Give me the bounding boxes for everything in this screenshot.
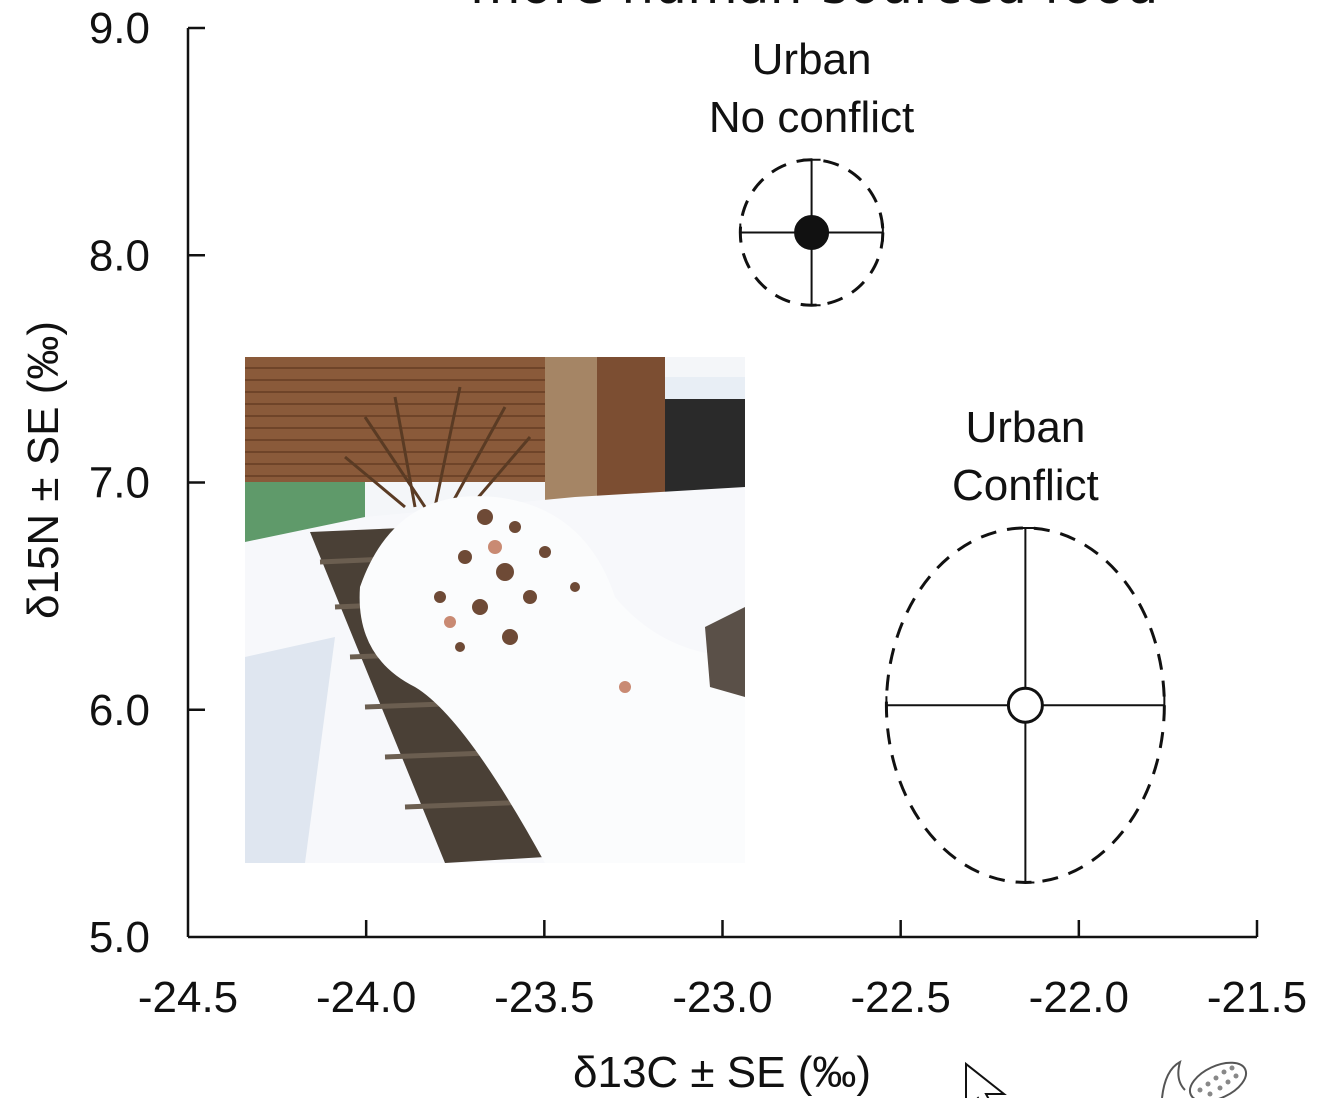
point-label: Urban bbox=[965, 403, 1085, 452]
x-tick-label: -21.5 bbox=[1207, 973, 1307, 1022]
x-axis-label: δ13C ± SE (‰) bbox=[573, 1048, 871, 1097]
x-tick-label: -24.0 bbox=[316, 973, 416, 1022]
x-ticks: -24.5 -24.0 -23.5 -23.0 -22.5 -22.0 -21.5 bbox=[138, 920, 1307, 1022]
filled-point-marker bbox=[794, 215, 830, 251]
open-point-marker bbox=[1006, 686, 1044, 724]
data-point-group: Urban Conflict bbox=[884, 403, 1166, 884]
arrow-cursor-icon bbox=[965, 1061, 1007, 1098]
x-tick-label: -22.0 bbox=[1029, 973, 1129, 1022]
y-tick-label: 7.0 bbox=[89, 459, 150, 508]
y-tick-label: 6.0 bbox=[89, 686, 150, 735]
corn-cob-icon bbox=[1161, 1060, 1248, 1098]
data-point-group: Urban No conflict bbox=[709, 35, 914, 307]
point-label: Urban bbox=[752, 35, 872, 84]
slide-title: more human-sourced food bbox=[470, 0, 1159, 16]
y-tick-label: 8.0 bbox=[89, 231, 150, 280]
y-tick-label: 9.0 bbox=[89, 4, 150, 53]
x-tick-label: -23.0 bbox=[672, 973, 772, 1022]
x-tick-label: -23.5 bbox=[494, 973, 594, 1022]
point-label: Conflict bbox=[952, 461, 1099, 510]
x-tick-label: -24.5 bbox=[138, 973, 238, 1022]
inset-photo bbox=[245, 357, 745, 863]
data-points: Urban No conflict Urban Conflict bbox=[709, 35, 1166, 884]
y-ticks: 5.0 6.0 7.0 8.0 9.0 bbox=[89, 4, 205, 962]
y-axis-label: δ15N ± SE (‰) bbox=[19, 321, 68, 619]
y-tick-label: 5.0 bbox=[89, 913, 150, 962]
x-tick-label: -22.5 bbox=[851, 973, 951, 1022]
point-label: No conflict bbox=[709, 93, 914, 142]
